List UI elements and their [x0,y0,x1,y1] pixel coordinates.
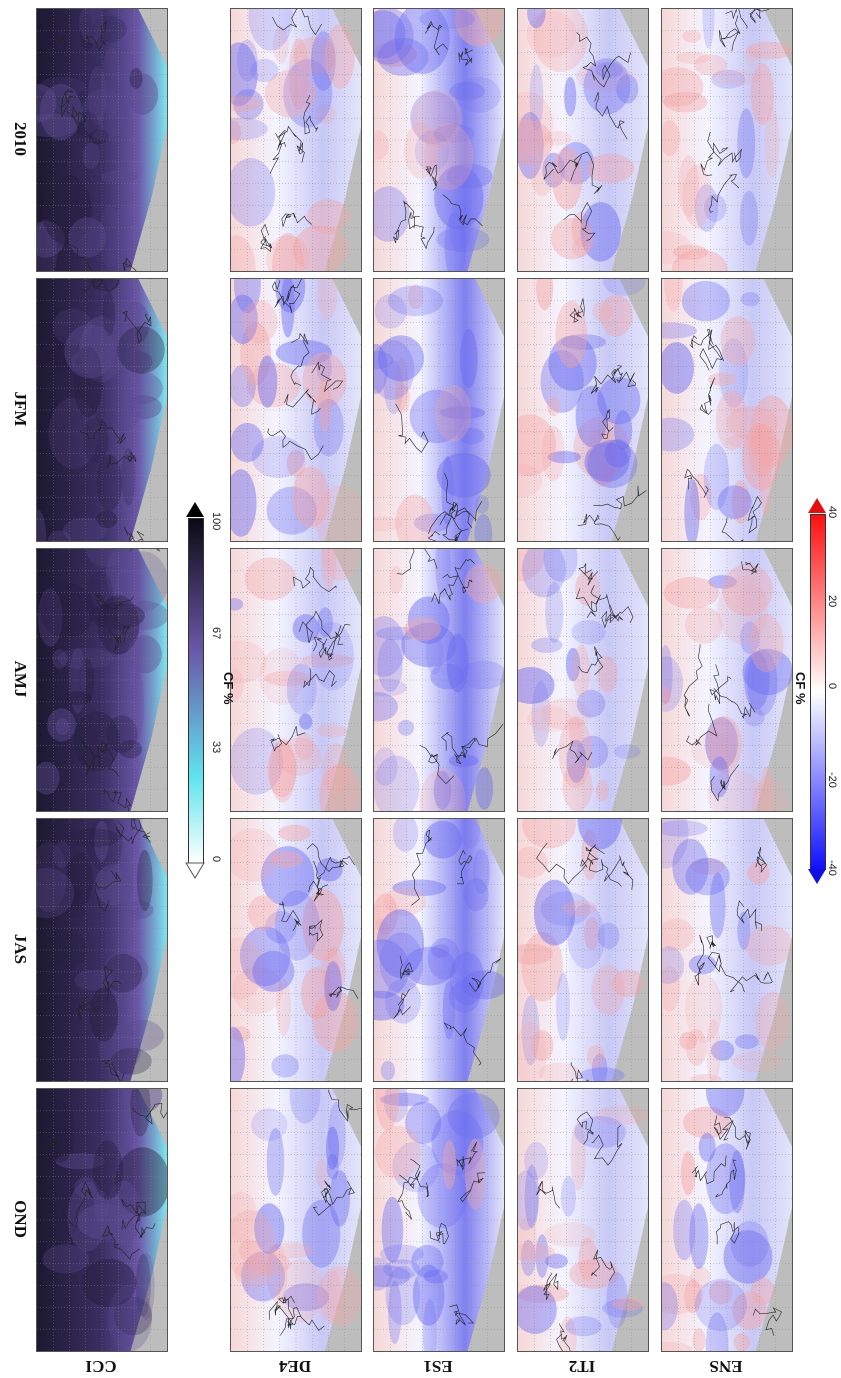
map-panel-ens-jas [661,818,793,1082]
season-label-jfm: JFM [11,391,30,427]
map-panel-ens-jfm [661,278,793,542]
map-panel-it2-jas [517,818,649,1082]
cf-colorbar [188,518,204,864]
bias-colorbar-tick: 20 [826,594,838,607]
cf-colorbar-tick: 0 [210,856,222,863]
cf-colorbar-arrow-top [186,502,204,517]
bias-colorbar-tick: 40 [826,506,838,519]
bias-colorbar-tick: 0 [826,683,838,690]
model-label-es1: ES1 [423,1357,453,1376]
map-panel-ens-amj [661,548,793,812]
map-panel-it2-2010 [517,8,649,272]
map-panel-es1-amj [373,548,505,812]
map-panel-es1-ond [373,1088,505,1352]
season-label-ond: OND [11,1200,30,1238]
cf-colorbar-tick: 33 [210,741,222,754]
season-label-amj: AMJ [11,660,30,698]
map-panel-es1-jas [373,818,505,1082]
map-panel-cci-jfm [36,278,168,542]
cf-colorbar-tick: 100 [210,512,222,531]
cf-colorbar-title: CF % [221,672,236,705]
season-label-2010: 2010 [11,122,30,156]
map-panel-cci-2010 [36,8,168,272]
cf-colorbar-arrow-bottom [185,862,205,879]
map-panel-de4-2010 [230,8,362,272]
map-panel-cci-amj [36,548,168,812]
map-panel-it2-ond [517,1088,649,1352]
map-panel-de4-amj [230,548,362,812]
model-label-de4: DE4 [278,1357,312,1376]
bias-colorbar-arrow-bottom [808,869,826,884]
model-label-cci: CCI [85,1357,117,1376]
bias-colorbar-arrow-top [808,498,826,513]
model-label-it2: IT2 [568,1357,596,1376]
season-label-jas: JAS [11,933,30,965]
model-label-ens: ENS [709,1357,743,1376]
bias-colorbar [810,514,826,870]
map-panel-de4-jfm [230,278,362,542]
bias-colorbar-tick: -40 [826,860,838,876]
map-panel-es1-2010 [373,8,505,272]
map-panel-de4-ond [230,1088,362,1352]
map-panel-de4-jas [230,818,362,1082]
map-panel-ens-ond [661,1088,793,1352]
map-panel-es1-jfm [373,278,505,542]
bias-colorbar-tick: -20 [826,771,838,788]
cf-colorbar-tick: 67 [210,626,222,639]
map-panel-ens-2010 [661,8,793,272]
bias-colorbar-title: CF % [793,672,808,705]
map-panel-it2-jfm [517,278,649,542]
map-panel-cci-ond [36,1088,168,1352]
map-panel-it2-amj [517,548,649,812]
map-panel-cci-jas [36,818,168,1082]
